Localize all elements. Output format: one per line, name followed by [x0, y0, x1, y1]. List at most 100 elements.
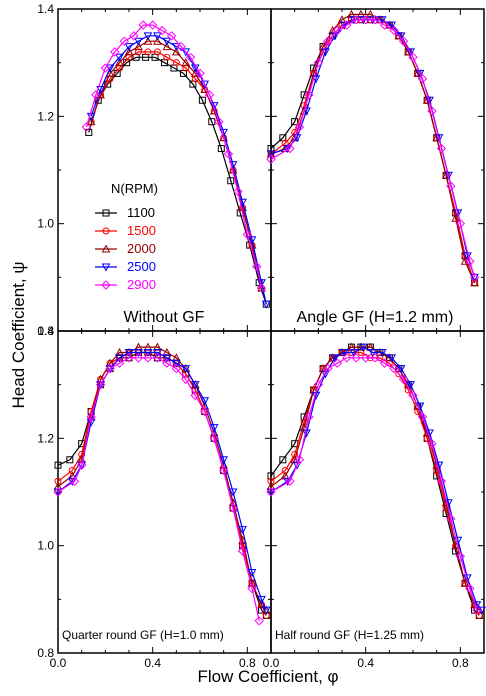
data-point — [347, 342, 356, 351]
data-point — [106, 75, 114, 83]
data-point — [53, 487, 63, 497]
data-point — [254, 616, 264, 626]
data-point — [134, 48, 142, 56]
y-axis-label: Head Coefficient, ψ — [9, 262, 28, 409]
data-point — [143, 36, 153, 45]
data-point — [147, 20, 158, 30]
data-point — [342, 353, 352, 363]
data-point — [340, 348, 349, 358]
data-point — [299, 106, 309, 115]
series-line — [270, 19, 476, 283]
data-point — [247, 236, 257, 245]
data-point — [304, 412, 314, 422]
y-tick-label: 1.2 — [37, 431, 54, 445]
data-point — [370, 353, 380, 363]
data-point — [323, 363, 333, 374]
data-point — [214, 116, 224, 127]
data-point — [195, 68, 205, 79]
data-point — [396, 365, 406, 374]
data-point — [69, 476, 80, 486]
legend: N(RPM) 1100 1500 2000 2500 2900 — [95, 181, 158, 292]
data-point — [67, 471, 77, 480]
panel-frame — [57, 330, 272, 654]
series-line — [88, 56, 267, 305]
data-point — [66, 456, 74, 464]
data-point — [171, 43, 181, 52]
series-line — [57, 357, 260, 621]
data-point — [342, 20, 352, 30]
series-2000 — [53, 342, 271, 614]
data-point — [124, 47, 134, 56]
legend-item-2500: 2500 — [95, 259, 156, 274]
legend-label: 2000 — [127, 241, 156, 256]
data-point — [133, 353, 144, 363]
data-point — [96, 381, 105, 390]
data-point — [337, 15, 347, 24]
legend-item-2900: 2900 — [95, 277, 156, 292]
data-point — [408, 52, 418, 63]
series-2500 — [53, 348, 271, 615]
series-line — [270, 13, 476, 283]
series-1100 — [54, 348, 270, 619]
data-point — [166, 31, 177, 41]
data-point — [96, 86, 105, 95]
data-point — [460, 256, 470, 265]
data-point — [223, 149, 234, 159]
data-point — [366, 9, 375, 18]
data-point — [116, 64, 124, 72]
data-point — [291, 118, 299, 126]
data-point — [379, 20, 390, 30]
data-point — [357, 348, 365, 356]
legend-label: 2900 — [127, 277, 156, 292]
series-line — [270, 19, 476, 278]
data-point — [152, 353, 163, 363]
data-point — [218, 465, 229, 476]
data-point — [171, 359, 181, 368]
series-1100 — [267, 16, 479, 287]
legend-marker — [101, 280, 111, 290]
legend-marker — [101, 263, 111, 272]
data-point — [96, 374, 105, 383]
data-point — [53, 482, 63, 491]
series-line — [90, 40, 263, 289]
data-point — [153, 36, 162, 45]
data-point — [198, 96, 206, 104]
data-point — [302, 107, 311, 116]
data-point — [347, 9, 356, 18]
data-point — [119, 36, 129, 46]
data-point — [124, 348, 134, 358]
panels-layer: 0.8 1.0 1.2 1.4 Without GF Angle GF (H=1.2 mm… — [37, 2, 486, 670]
data-point — [309, 385, 318, 394]
panel-bottom-left: 0.8 1.0 1.2 1.4 0.0 0.4 0.8 Quarter round GF (H… — [37, 324, 272, 670]
data-point — [470, 273, 479, 282]
data-point — [143, 342, 153, 351]
panel-frame — [57, 8, 272, 332]
panel-title: Half round GF (H=1.25 mm) — [275, 628, 424, 642]
data-point — [356, 9, 366, 18]
data-point — [252, 261, 262, 272]
data-point — [446, 181, 456, 191]
data-point — [200, 80, 210, 89]
data-point — [200, 406, 210, 417]
data-point — [261, 300, 271, 309]
data-point — [370, 15, 380, 25]
data-point — [285, 143, 295, 154]
data-point — [332, 358, 342, 368]
series-line — [57, 346, 267, 611]
y-tick-label: 0.8 — [37, 646, 54, 660]
data-point — [95, 379, 106, 390]
series-line — [270, 346, 480, 611]
data-point — [105, 64, 115, 73]
y-tick-label: 1.4 — [37, 324, 54, 338]
series-2500 — [266, 16, 479, 282]
data-point — [455, 218, 466, 229]
data-point — [417, 74, 428, 84]
data-point — [267, 477, 275, 485]
data-point — [321, 48, 330, 57]
data-point — [238, 526, 247, 535]
series-2000 — [266, 9, 479, 287]
data-point — [247, 569, 257, 578]
x-tick-label: 0.4 — [357, 656, 374, 670]
data-point — [408, 390, 418, 401]
data-point — [451, 213, 460, 222]
